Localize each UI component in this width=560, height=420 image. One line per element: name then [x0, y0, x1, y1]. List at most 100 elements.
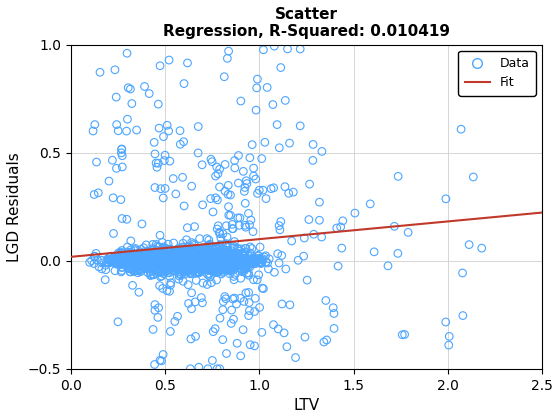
Point: [164, 247, 173, 253]
Point: [223, 55, 232, 62]
Point: [203, 255, 212, 262]
Point: [162, 262, 171, 268]
Point: [151, 255, 160, 262]
Point: [146, 272, 155, 279]
Point: [167, 256, 176, 263]
Point: [164, 253, 173, 260]
Point: [249, 255, 258, 262]
Point: [195, 235, 204, 242]
Point: [169, 252, 178, 259]
Point: [213, 255, 222, 262]
Point: [132, 263, 141, 270]
Point: [184, 261, 193, 268]
Point: [225, 257, 234, 264]
Point: [149, 257, 158, 263]
Point: [228, 258, 237, 265]
Point: [166, 263, 175, 270]
Point: [230, 255, 239, 261]
Point: [222, 240, 231, 247]
Point: [177, 257, 186, 263]
Point: [246, 341, 255, 348]
Point: [231, 257, 240, 264]
Point: [203, 271, 212, 278]
Point: [172, 255, 181, 262]
Point: [90, 260, 99, 267]
Point: [197, 256, 206, 262]
Point: [241, 289, 250, 296]
Point: [267, 185, 276, 192]
Point: [207, 156, 216, 163]
Point: [153, 314, 162, 321]
Point: [198, 257, 207, 263]
Point: [212, 244, 221, 250]
Point: [171, 257, 180, 264]
Point: [229, 258, 238, 265]
Point: [130, 257, 139, 263]
Point: [287, 238, 296, 244]
Point: [175, 258, 184, 265]
Point: [176, 256, 185, 263]
Point: [156, 260, 165, 267]
Point: [176, 256, 185, 262]
Point: [469, 173, 478, 180]
Point: [137, 264, 146, 271]
Point: [218, 262, 227, 269]
Point: [171, 257, 180, 264]
Point: [238, 268, 247, 275]
Point: [204, 256, 213, 262]
Point: [114, 258, 123, 265]
Point: [191, 258, 200, 265]
Point: [169, 258, 178, 265]
Point: [235, 257, 244, 263]
Point: [248, 255, 256, 262]
Point: [140, 263, 149, 270]
Point: [158, 285, 167, 292]
Point: [319, 339, 328, 345]
Point: [180, 258, 189, 265]
Point: [161, 256, 170, 263]
Point: [212, 256, 221, 262]
Point: [198, 202, 207, 208]
Point: [157, 258, 166, 265]
Point: [200, 259, 209, 265]
Point: [188, 260, 197, 267]
Point: [190, 252, 199, 258]
Point: [207, 260, 216, 267]
Point: [153, 257, 162, 264]
Point: [232, 258, 241, 265]
Point: [209, 246, 218, 253]
Point: [160, 259, 169, 265]
Point: [143, 257, 152, 264]
Point: [169, 248, 178, 255]
Point: [217, 252, 226, 259]
Point: [152, 260, 161, 266]
Point: [185, 260, 194, 267]
Point: [178, 261, 186, 268]
Point: [188, 251, 197, 258]
Point: [134, 260, 143, 267]
Point: [208, 268, 217, 274]
Point: [230, 295, 239, 302]
Point: [169, 260, 178, 267]
Point: [178, 174, 187, 181]
Point: [152, 160, 161, 166]
Point: [165, 260, 174, 266]
Point: [198, 299, 207, 306]
Point: [143, 259, 152, 265]
Point: [186, 257, 195, 264]
Point: [158, 258, 167, 265]
Point: [220, 259, 229, 266]
Point: [234, 215, 242, 221]
Point: [179, 257, 188, 264]
Point: [162, 258, 171, 265]
Point: [169, 263, 178, 270]
Point: [165, 257, 174, 264]
Point: [197, 258, 206, 265]
Point: [178, 255, 187, 262]
Point: [215, 255, 224, 262]
Point: [194, 257, 203, 264]
Point: [176, 259, 185, 265]
Point: [244, 210, 253, 217]
Point: [176, 256, 185, 263]
Point: [185, 263, 194, 270]
